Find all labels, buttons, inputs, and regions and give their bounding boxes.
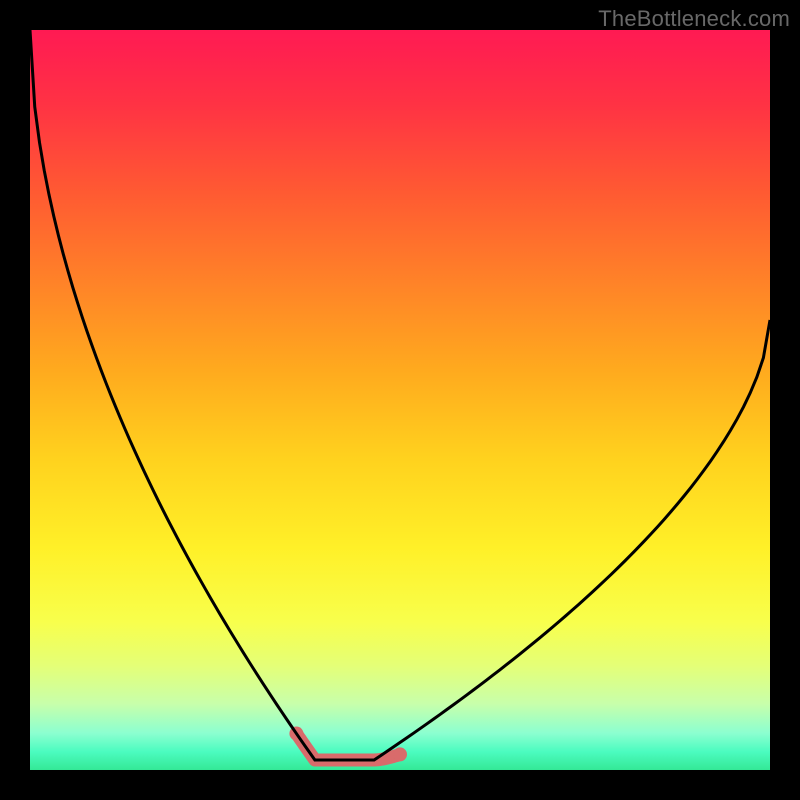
watermark-text: TheBottleneck.com xyxy=(598,6,790,32)
gradient-plot-area xyxy=(30,30,770,770)
bottleneck-curve-chart xyxy=(0,0,800,800)
